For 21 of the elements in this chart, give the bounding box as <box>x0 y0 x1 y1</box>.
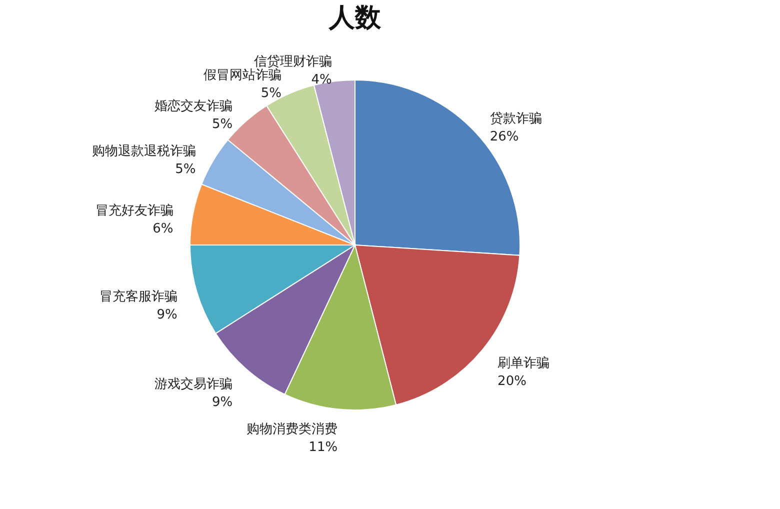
data-label: 5% <box>260 86 282 102</box>
slice-label: 贷款诈骗 <box>490 111 542 126</box>
slice-label: 冒充好友诈骗 <box>95 203 174 218</box>
data-label: 9% <box>156 308 178 323</box>
data-label: 5% <box>175 162 196 177</box>
data-label: 5% <box>212 117 233 132</box>
data-label: 26% <box>490 129 519 144</box>
slice-label: 假冒网站诈骗 <box>204 68 282 84</box>
slice-label: 游戏交易诈骗 <box>154 376 233 392</box>
data-label: 11% <box>308 440 338 456</box>
slice-label: 冒充客服诈骗 <box>99 288 178 305</box>
data-label: 20% <box>498 374 526 389</box>
slice-label: 婚恋交友诈骗 <box>154 98 233 114</box>
slice-label: 信贷理财诈骗 <box>254 54 332 70</box>
slice-label: 刷单诈骗 <box>498 356 550 371</box>
slice-label: 购物退款退税诈骗 <box>92 144 196 159</box>
slice-label: 购物消费类消费 <box>246 422 338 438</box>
data-label: 4% <box>311 72 332 88</box>
data-label: 9% <box>212 394 233 410</box>
chart-title: 人数 <box>328 3 382 33</box>
data-label: 6% <box>152 221 174 236</box>
